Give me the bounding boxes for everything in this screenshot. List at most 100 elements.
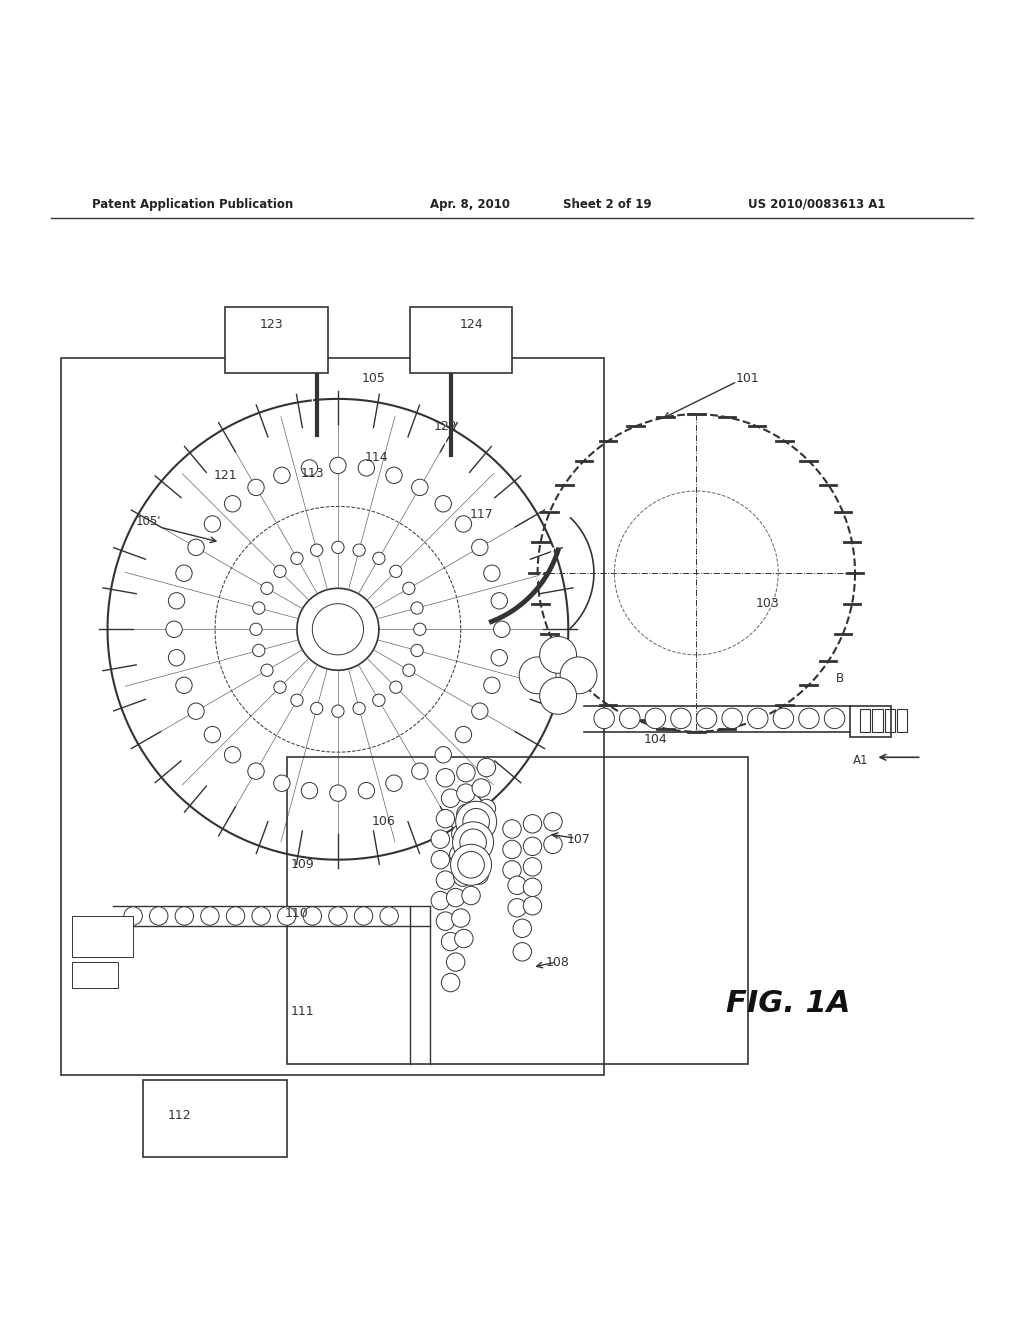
- Circle shape: [492, 649, 508, 665]
- Bar: [143, 1080, 287, 1156]
- Circle shape: [303, 907, 322, 925]
- Text: B: B: [836, 672, 844, 685]
- Circle shape: [431, 891, 450, 909]
- Circle shape: [226, 907, 245, 925]
- Circle shape: [358, 783, 375, 799]
- Circle shape: [353, 702, 366, 714]
- Circle shape: [467, 843, 485, 862]
- Bar: [885, 709, 895, 731]
- Circle shape: [453, 822, 494, 863]
- Circle shape: [470, 866, 488, 884]
- Circle shape: [773, 708, 794, 729]
- Text: 105': 105': [136, 515, 161, 528]
- Circle shape: [253, 644, 265, 656]
- Text: 108: 108: [546, 956, 570, 969]
- Circle shape: [390, 565, 402, 577]
- Circle shape: [224, 495, 241, 512]
- Circle shape: [544, 836, 562, 854]
- Circle shape: [248, 763, 264, 779]
- Text: 109: 109: [290, 858, 314, 871]
- Circle shape: [477, 758, 496, 776]
- Circle shape: [523, 814, 542, 833]
- Circle shape: [519, 657, 556, 694]
- Text: 112: 112: [167, 1109, 191, 1122]
- Circle shape: [358, 459, 375, 477]
- Circle shape: [477, 800, 496, 817]
- Circle shape: [446, 888, 465, 907]
- Text: 111: 111: [290, 1005, 314, 1018]
- Circle shape: [386, 775, 402, 792]
- Circle shape: [462, 886, 480, 904]
- Circle shape: [463, 808, 489, 836]
- Circle shape: [330, 785, 346, 801]
- Circle shape: [436, 871, 455, 890]
- Text: 117: 117: [469, 508, 494, 521]
- Circle shape: [436, 809, 455, 828]
- Bar: [61, 358, 604, 1074]
- Circle shape: [436, 768, 455, 787]
- Text: 124: 124: [459, 318, 483, 330]
- Circle shape: [150, 907, 168, 925]
- Circle shape: [354, 907, 373, 925]
- Circle shape: [450, 845, 468, 863]
- Circle shape: [503, 820, 521, 838]
- Circle shape: [451, 845, 492, 886]
- Circle shape: [414, 623, 426, 635]
- Circle shape: [330, 457, 346, 474]
- Circle shape: [310, 702, 323, 714]
- Circle shape: [201, 907, 219, 925]
- Circle shape: [353, 544, 366, 556]
- Circle shape: [253, 602, 265, 614]
- Circle shape: [436, 912, 455, 931]
- Bar: [72, 962, 118, 987]
- Circle shape: [248, 479, 264, 495]
- Circle shape: [332, 541, 344, 553]
- Circle shape: [456, 801, 497, 842]
- Circle shape: [452, 825, 470, 843]
- Circle shape: [513, 942, 531, 961]
- Circle shape: [412, 763, 428, 779]
- Circle shape: [373, 694, 385, 706]
- Circle shape: [494, 622, 510, 638]
- Circle shape: [310, 544, 323, 556]
- Bar: [872, 709, 883, 731]
- Circle shape: [373, 552, 385, 565]
- Circle shape: [250, 623, 262, 635]
- Circle shape: [402, 664, 415, 676]
- Circle shape: [472, 779, 490, 797]
- Text: US 2010/0083613 A1: US 2010/0083613 A1: [748, 198, 885, 211]
- Circle shape: [124, 907, 142, 925]
- Text: 103: 103: [756, 597, 780, 610]
- Circle shape: [696, 708, 717, 729]
- Circle shape: [503, 861, 521, 879]
- Text: Apr. 8, 2010: Apr. 8, 2010: [430, 198, 510, 211]
- Circle shape: [380, 907, 398, 925]
- Text: 113: 113: [300, 467, 325, 480]
- Circle shape: [540, 677, 577, 714]
- Circle shape: [523, 858, 542, 876]
- Circle shape: [824, 708, 845, 729]
- Circle shape: [168, 593, 184, 609]
- Circle shape: [261, 664, 273, 676]
- Circle shape: [411, 602, 423, 614]
- Circle shape: [204, 516, 220, 532]
- Circle shape: [645, 708, 666, 729]
- Circle shape: [273, 565, 286, 577]
- Circle shape: [168, 649, 184, 665]
- Text: 114: 114: [365, 450, 389, 463]
- Bar: [860, 709, 870, 731]
- Circle shape: [386, 467, 402, 483]
- Circle shape: [513, 919, 531, 937]
- Text: Sheet 2 of 19: Sheet 2 of 19: [563, 198, 652, 211]
- Circle shape: [523, 837, 542, 855]
- Circle shape: [799, 708, 819, 729]
- Circle shape: [523, 878, 542, 896]
- Bar: [72, 916, 133, 957]
- Circle shape: [748, 708, 768, 729]
- Text: 121: 121: [213, 469, 238, 482]
- Circle shape: [472, 820, 490, 838]
- Circle shape: [620, 708, 640, 729]
- Circle shape: [446, 953, 465, 972]
- Circle shape: [301, 459, 317, 477]
- Circle shape: [431, 830, 450, 849]
